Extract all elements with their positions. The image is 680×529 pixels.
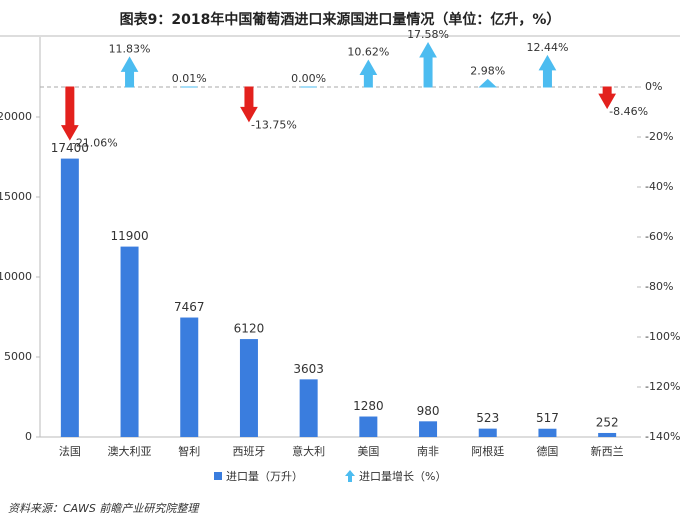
bar-label: 523 [476,411,499,425]
growth-label: -21.06% [72,137,118,150]
growth-arrow [598,86,617,110]
y2-tick-label: -100% [645,330,680,343]
y2-tick-label: 0% [645,80,662,93]
y-tick-label: 10000 [0,270,32,283]
bar [60,158,79,437]
growth-arrow [240,86,258,123]
growth-label: 0.01% [172,72,207,85]
y2-tick-label: -40% [645,180,673,193]
y2-tick-label: -140% [645,430,680,443]
y2-tick-label: -80% [645,280,673,293]
bar-label: 11900 [110,229,148,243]
growth-label: 0.00% [291,72,326,85]
legend-label: 进口量（万升） [226,470,303,483]
x-tick-label: 德国 [536,444,558,458]
bar [478,428,497,437]
bar-label: 7467 [174,300,205,314]
bar [239,339,258,437]
y2-tick-label: -20% [645,130,673,143]
growth-label: 17.58% [407,28,449,41]
y-tick-label: 5000 [4,350,32,363]
x-tick-label: 新西兰 [591,444,624,458]
bar-label: 252 [596,415,619,429]
x-tick-label: 智利 [178,444,200,458]
bar-label: 517 [536,411,559,425]
x-tick-label: 西班牙 [232,445,265,458]
bar [538,428,557,437]
y-tick-label: 15000 [0,190,32,203]
bar [120,246,139,437]
chart-title: 图表9：2018年中国葡萄酒进口来源国进口量情况（单位：亿升，%） [120,11,561,28]
growth-arrow [120,56,139,88]
source: 资料来源：CAWS 前瞻产业研究院整理 [8,502,200,515]
bar [359,416,378,437]
x-tick-label: 美国 [357,445,379,458]
bar-label: 6120 [234,322,265,336]
bar-label: 980 [417,404,440,418]
bar-label: 3603 [293,362,324,376]
bar-label: 1280 [353,399,384,413]
bar [180,317,199,437]
legend-label: 进口量增长（%） [359,469,446,483]
legend-swatch [345,470,355,482]
growth-arrow [419,42,437,88]
y2-tick-label: -60% [645,230,673,243]
growth-arrow [60,86,79,141]
bar [299,379,318,437]
legend-swatch [214,472,222,480]
y-tick-label: 20000 [0,110,32,123]
y-tick-label: 0 [25,430,32,443]
growth-label: 12.44% [526,41,568,54]
x-tick-label: 法国 [59,444,81,458]
x-tick-label: 阿根廷 [471,444,504,458]
y2-tick-label: -120% [645,380,680,393]
x-tick-label: 澳大利亚 [108,444,152,458]
growth-label: -13.75% [251,118,297,131]
growth-arrow [478,78,498,88]
bar [419,421,438,437]
growth-label: 10.62% [347,45,389,58]
growth-label: 11.83% [109,42,151,55]
x-tick-label: 意大利 [292,444,325,458]
x-tick-label: 南非 [417,445,439,458]
growth-arrow [359,59,378,88]
bar-label: 17400 [51,141,89,155]
growth-arrow [538,54,557,88]
bar [598,432,617,437]
growth-label: -8.46% [609,105,648,118]
growth-label: 2.98% [470,65,505,78]
